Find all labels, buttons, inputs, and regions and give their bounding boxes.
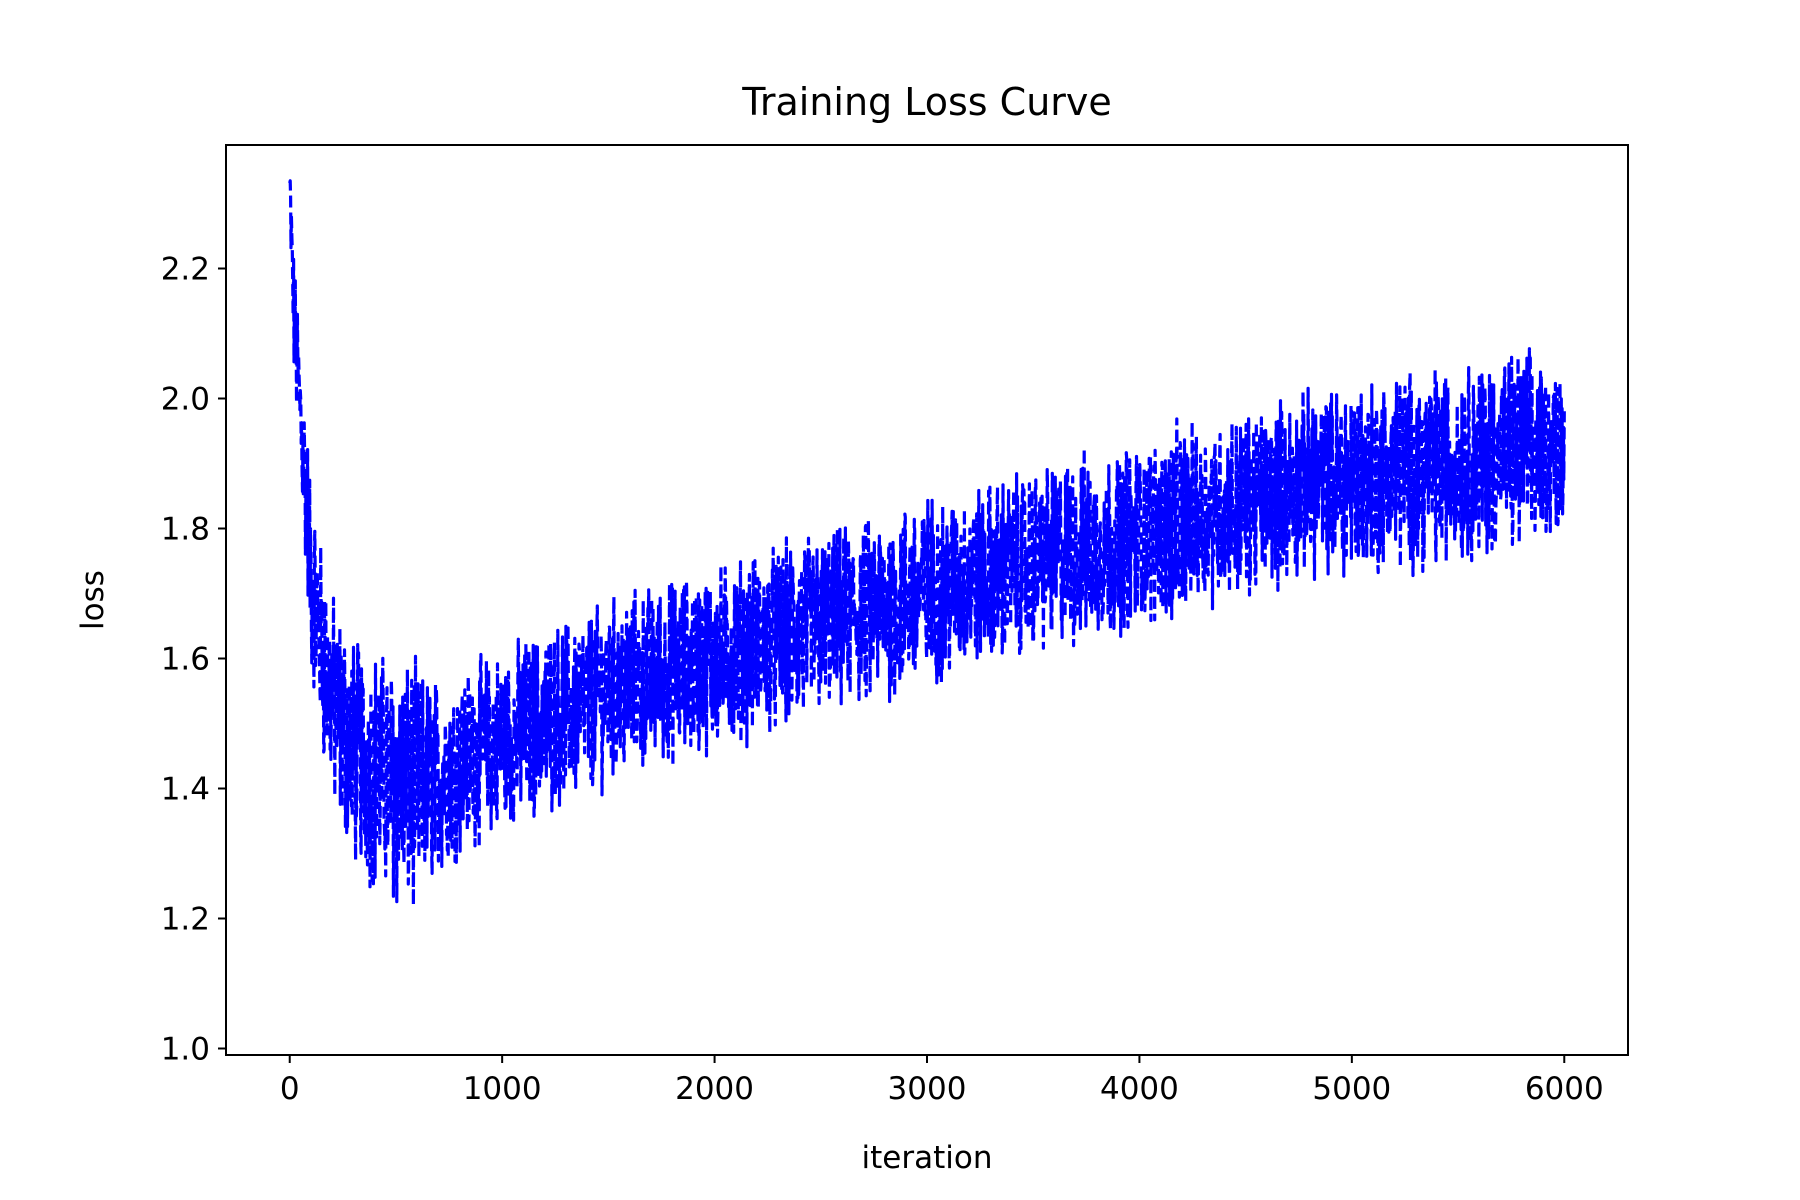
- series-layer: [288, 179, 1566, 907]
- chart-title: Training Loss Curve: [741, 80, 1112, 124]
- loss-series-line: [288, 179, 1566, 907]
- x-axis: 0 1000 2000 3000 4000 5000 6000: [280, 1055, 1604, 1107]
- y-tick-label: 1.4: [161, 772, 210, 808]
- x-tick-label: 4000: [1100, 1071, 1179, 1107]
- y-tick-label: 1.2: [161, 902, 210, 938]
- x-tick-label: 5000: [1312, 1071, 1391, 1107]
- y-tick-label: 1.0: [161, 1032, 210, 1068]
- x-tick-label: 3000: [888, 1071, 967, 1107]
- y-tick-label: 2.2: [161, 252, 210, 288]
- x-tick-label: 6000: [1525, 1071, 1604, 1107]
- y-tick-label: 1.6: [161, 642, 210, 678]
- y-tick-label: 2.0: [161, 382, 210, 418]
- y-tick-label: 1.8: [161, 512, 210, 548]
- x-axis-label: iteration: [862, 1140, 993, 1176]
- x-tick-label: 1000: [463, 1071, 542, 1107]
- x-tick-label: 0: [280, 1071, 300, 1107]
- y-axis: 1.0 1.2 1.4 1.6 1.8 2.0 2.2: [161, 252, 226, 1068]
- x-tick-label: 2000: [675, 1071, 754, 1107]
- y-axis-label: loss: [75, 570, 111, 630]
